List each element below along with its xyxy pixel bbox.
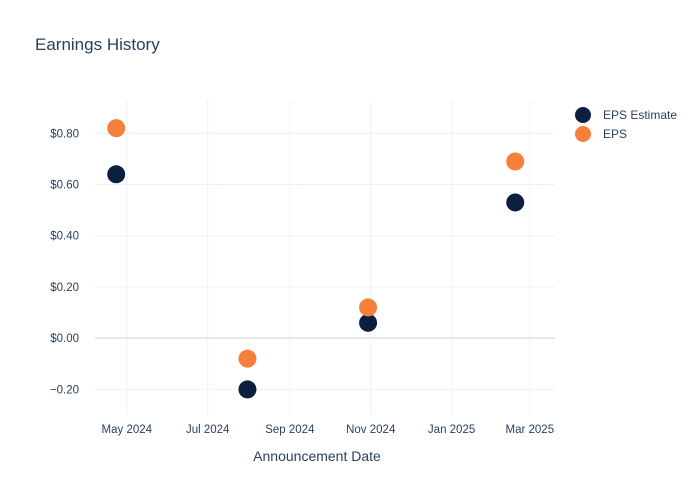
x-tick-label: Nov 2024 [346, 424, 396, 436]
y-tick-label: $0.00 [50, 333, 79, 345]
x-axis-title: Announcement Date [253, 448, 381, 464]
x-tick-label: Jan 2025 [428, 424, 475, 436]
legend-marker [575, 107, 591, 123]
y-tick-label: −0.20 [50, 384, 79, 396]
y-tick-label: $0.40 [50, 231, 79, 243]
x-tick-label: May 2024 [102, 424, 153, 436]
axes: −0.20 $0.00 $0.20 $0.40 $0.60 $0.80 May 2024 Ju… [50, 128, 554, 436]
y-tick-label: $0.60 [50, 180, 79, 192]
eps-point [238, 349, 257, 368]
eps-point [359, 298, 378, 317]
eps-point [506, 152, 525, 171]
chart-title: Earnings History [35, 35, 160, 54]
grid-lines [95, 100, 555, 415]
eps-point [107, 119, 126, 138]
x-tick-label: Jul 2024 [186, 424, 230, 436]
eps-estimate-point [238, 380, 257, 399]
legend-marker [575, 126, 591, 142]
legend-label: EPS [603, 127, 627, 141]
x-tick-label: Mar 2025 [506, 424, 555, 436]
data-points [107, 119, 525, 399]
eps-estimate-point [107, 165, 126, 184]
legend: EPS Estimate EPS [575, 107, 677, 142]
eps-estimate-point [359, 313, 378, 332]
legend-label: EPS Estimate [603, 108, 677, 122]
eps-estimate-point [506, 193, 525, 212]
y-tick-label: $0.80 [50, 128, 79, 140]
x-tick-label: Sep 2024 [265, 424, 315, 436]
y-tick-label: $0.20 [50, 282, 79, 294]
